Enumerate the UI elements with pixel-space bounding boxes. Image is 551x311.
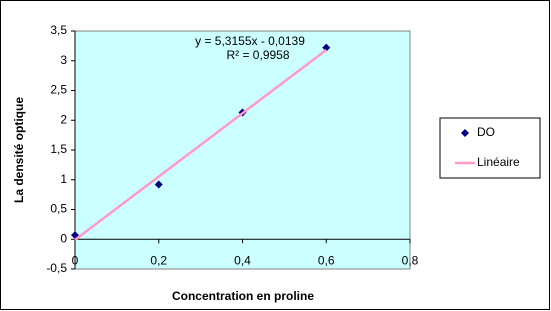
r-squared: R² = 0,9958 [226, 48, 289, 62]
y-tick-label: 2,5 [50, 83, 67, 97]
y-tick-label: 2 [60, 112, 67, 126]
y-tick-label: 1,5 [50, 142, 67, 156]
equation: y = 5,3155x - 0,0139 [195, 34, 305, 48]
y-tick-label: -0,5 [46, 261, 67, 275]
x-axis-title: Concentration en proline [172, 289, 314, 303]
x-tick-label: 0,6 [318, 253, 335, 267]
y-axis-title: La densité optique [12, 97, 26, 203]
data-point [322, 43, 331, 52]
y-tick-label: 1 [60, 172, 67, 186]
y-tick-label: 0 [60, 231, 67, 245]
x-tick-label: 0,8 [402, 253, 419, 267]
x-tick-label: 0,4 [234, 253, 251, 267]
y-tick-label: 3,5 [50, 23, 67, 37]
plot-area [74, 30, 411, 270]
legend-marker [461, 129, 469, 137]
legend [439, 117, 541, 179]
x-tick-label: 0 [72, 253, 79, 267]
y-tick-label: 0,5 [50, 202, 67, 216]
x-tick-label: 0,2 [150, 253, 167, 267]
legend-label: DO [477, 125, 495, 139]
data-point [154, 180, 163, 189]
legend-label: Linéaire [477, 155, 520, 169]
y-tick-label: 3 [60, 53, 67, 67]
trend-line [74, 49, 328, 241]
